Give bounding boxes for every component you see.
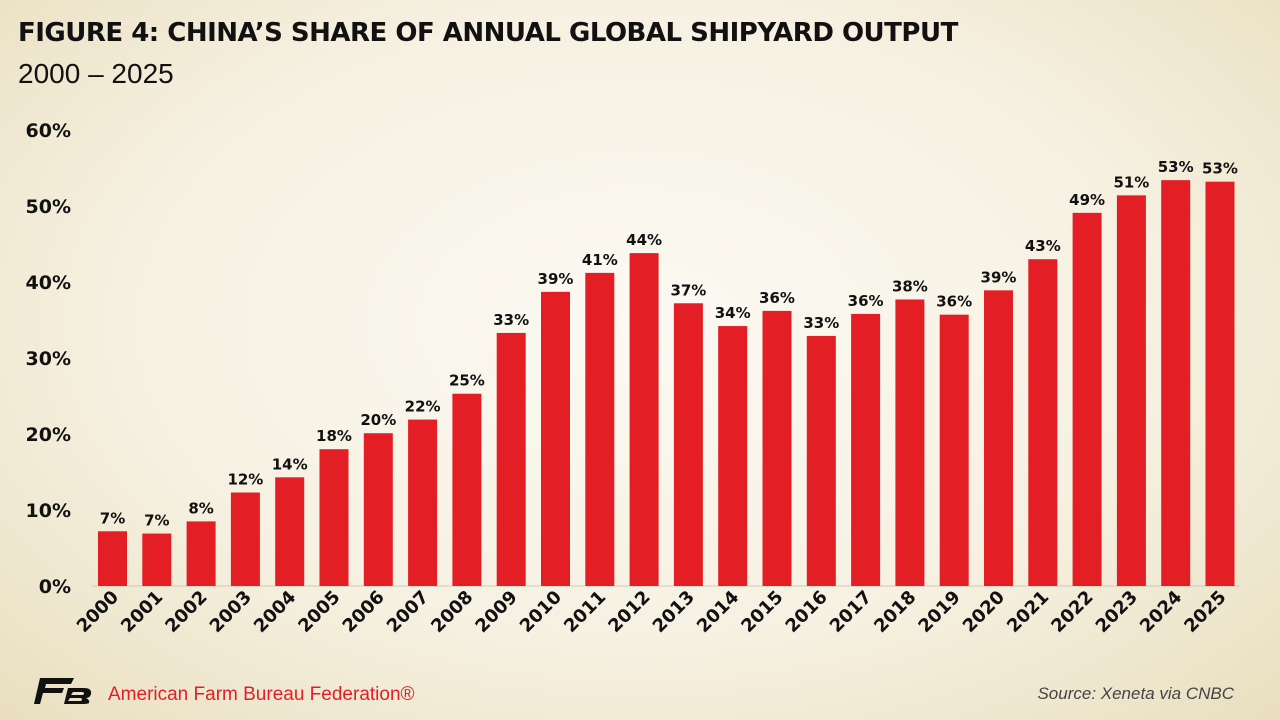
bar — [806, 335, 836, 586]
data-label: 53% — [1158, 158, 1194, 176]
x-tick-label: 2000 — [73, 587, 123, 637]
bar — [895, 299, 925, 586]
y-tick-label: 10% — [26, 500, 71, 522]
bar — [1072, 212, 1102, 586]
y-tick-label: 50% — [26, 196, 71, 218]
bar — [1116, 195, 1146, 587]
y-tick-label: 20% — [26, 424, 71, 446]
data-label: 36% — [848, 292, 884, 310]
data-label: 14% — [272, 455, 308, 473]
bar — [1161, 180, 1191, 586]
data-label: 12% — [227, 471, 263, 489]
data-label: 37% — [670, 281, 706, 299]
source-note: Source: Xeneta via CNBC — [1037, 684, 1234, 703]
y-tick-label: 40% — [26, 272, 71, 294]
x-tick-label: 2021 — [1003, 587, 1053, 637]
fb-logo-icon — [34, 678, 92, 704]
x-tick-label: 2012 — [604, 587, 654, 637]
bar — [186, 521, 216, 586]
bar — [718, 326, 748, 586]
bar — [98, 531, 127, 586]
x-tick-label: 2016 — [782, 587, 832, 637]
x-tick-label: 2007 — [383, 587, 433, 637]
data-label: 25% — [449, 372, 485, 390]
y-tick-label: 30% — [26, 348, 71, 370]
bar — [541, 291, 570, 586]
data-label: 8% — [188, 499, 213, 517]
data-label: 39% — [538, 270, 574, 288]
x-tick-label: 2008 — [427, 587, 477, 637]
data-label: 38% — [892, 277, 928, 295]
data-label: 39% — [981, 268, 1017, 286]
y-tick-label: 60% — [26, 120, 71, 142]
data-label: 36% — [759, 289, 795, 307]
x-tick-label: 2001 — [117, 587, 167, 637]
bar — [673, 303, 703, 586]
data-label: 20% — [360, 411, 396, 429]
x-tick-label: 2017 — [826, 587, 876, 637]
x-tick-label: 2005 — [294, 587, 344, 637]
data-label: 22% — [405, 398, 441, 416]
data-label: 33% — [803, 314, 839, 332]
x-tick-label: 2025 — [1180, 587, 1230, 637]
x-tick-label: 2009 — [471, 587, 521, 637]
organization-name: American Farm Bureau Federation® — [108, 684, 415, 705]
x-tick-label: 2013 — [649, 587, 699, 637]
x-tick-label: 2006 — [339, 587, 389, 637]
bar — [275, 477, 305, 586]
x-tick-label: 2022 — [1047, 587, 1097, 637]
x-tick-label: 2014 — [693, 587, 743, 637]
data-label: 7% — [144, 512, 169, 530]
data-label: 53% — [1202, 160, 1238, 178]
data-label: 36% — [936, 293, 972, 311]
data-label: 33% — [493, 311, 529, 329]
bar — [585, 272, 615, 586]
x-tick-label: 2004 — [250, 587, 300, 637]
bar — [142, 533, 172, 586]
bar — [363, 433, 393, 586]
bar — [939, 314, 969, 586]
bar — [762, 310, 792, 586]
bar — [230, 492, 260, 586]
bar — [629, 253, 659, 586]
data-label: 43% — [1025, 237, 1061, 255]
data-label: 34% — [715, 304, 751, 322]
x-tick-label: 2011 — [560, 587, 610, 637]
bar — [319, 449, 349, 586]
y-tick-label: 0% — [39, 576, 71, 598]
bar — [1205, 181, 1235, 586]
x-tick-label: 2018 — [870, 587, 920, 637]
bar — [1028, 259, 1058, 586]
data-label: 7% — [100, 509, 125, 527]
x-tick-label: 2023 — [1092, 587, 1142, 637]
x-tick-label: 2002 — [161, 587, 211, 637]
data-label: 49% — [1069, 191, 1105, 209]
bar — [851, 313, 881, 586]
chart-title: FIGURE 4: CHINA’S SHARE OF ANNUAL GLOBAL… — [18, 18, 958, 48]
bar — [452, 393, 482, 586]
x-tick-label: 2024 — [1136, 587, 1186, 637]
data-label: 18% — [316, 427, 352, 445]
bar — [408, 419, 438, 586]
x-tick-label: 2015 — [737, 587, 787, 637]
data-label: 44% — [626, 231, 662, 249]
data-label: 51% — [1113, 173, 1149, 191]
chart-subtitle: 2000 – 2025 — [18, 58, 174, 89]
data-label: 41% — [582, 251, 618, 269]
bar — [984, 290, 1013, 586]
x-tick-label: 2020 — [959, 587, 1009, 637]
x-tick-label: 2010 — [516, 587, 566, 637]
bar — [496, 332, 526, 586]
x-tick-label: 2003 — [206, 587, 256, 637]
x-tick-label: 2019 — [914, 587, 964, 637]
